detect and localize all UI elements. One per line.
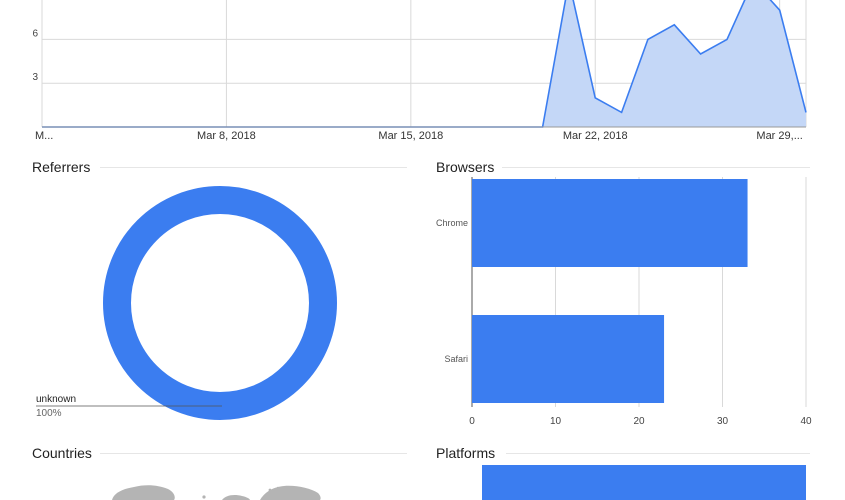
browsers-x-tick-label: 0 (469, 416, 475, 427)
browsers-bar-chrome (472, 179, 748, 267)
browsers-title-rule (502, 167, 810, 168)
browsers-bar-safari (472, 315, 665, 403)
browsers-x-tick-label: 40 (800, 416, 812, 427)
map-landmass-europe (222, 495, 250, 500)
browsers-category-label: Safari (444, 354, 468, 364)
referrers-title-rule (100, 167, 407, 168)
platforms-bar (482, 465, 806, 500)
browsers-x-tick-label: 30 (717, 416, 729, 427)
countries-world-map (100, 475, 340, 500)
map-island-2 (268, 488, 272, 492)
referrers-title: Referrers (32, 159, 91, 175)
referrers-donut-svg: unknown 100% (36, 186, 337, 420)
area-x-tick-label: Mar 15, 2018 (378, 130, 443, 142)
area-y-tick-label: 3 (32, 72, 38, 83)
world-map-graphic (112, 485, 321, 500)
countries-title-rule (100, 453, 407, 454)
browsers-category-label: Chrome (436, 218, 468, 228)
donut-slice-label: unknown (36, 394, 76, 405)
platforms-title: Platforms (436, 445, 496, 461)
browsers-bar-chart: 0 10 20 30 40 Chrome Safari (420, 175, 845, 430)
donut-slice-percent: 100% (36, 408, 62, 419)
countries-title: Countries (32, 445, 92, 461)
area-x-tick-label: Mar 22, 2018 (563, 130, 628, 142)
browsers-x-tick-label: 10 (550, 416, 562, 427)
browsers-bar-svg: 0 10 20 30 40 Chrome Safari (436, 177, 812, 427)
map-island-1 (202, 495, 206, 499)
map-landmass-americas (112, 485, 175, 500)
referrers-donut-chart: unknown 100% (0, 175, 420, 430)
area-x-tick-label: M... (35, 130, 53, 142)
browsers-title: Browsers (436, 159, 495, 175)
area-y-tick-label: 6 (32, 28, 38, 39)
map-island-3 (276, 486, 280, 490)
donut-slice-unknown (103, 186, 337, 420)
platforms-bar-chart (482, 465, 806, 500)
area-x-tick-label: Mar 29,... (756, 130, 802, 142)
area-x-tick-label: Mar 8, 2018 (197, 130, 256, 142)
area-series-fill (42, 0, 806, 127)
browsers-x-tick-label: 20 (633, 416, 645, 427)
map-landmass-asia (260, 485, 321, 500)
platforms-title-rule (506, 453, 810, 454)
